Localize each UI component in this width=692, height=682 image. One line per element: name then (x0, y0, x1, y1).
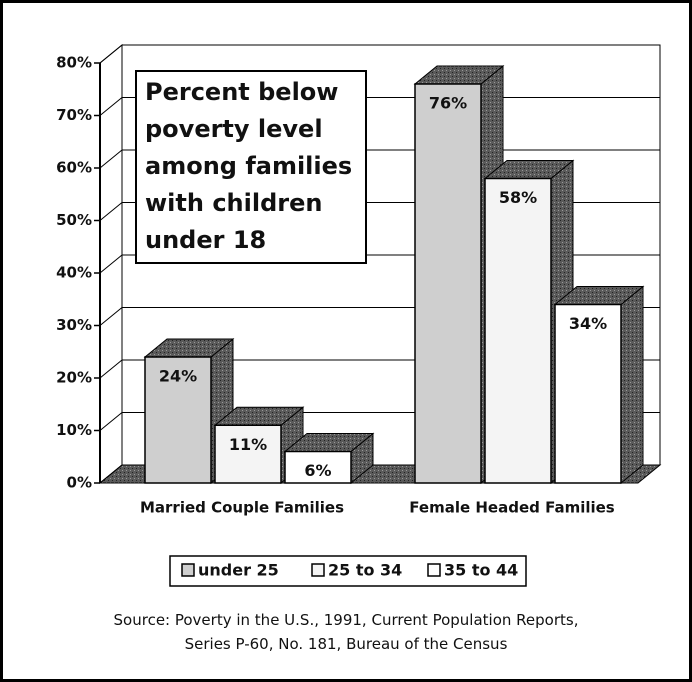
bar (554, 303, 622, 484)
y-tick-label: 80% (56, 54, 92, 72)
x-tick-label: Married Couple Families (140, 499, 344, 517)
y-tick-label: 60% (56, 159, 92, 177)
grid-line (99, 307, 123, 326)
bar (144, 356, 212, 484)
legend-swatch (311, 563, 325, 577)
grid-line (99, 44, 123, 64)
source-box: Source: Poverty in the U.S., 1991, Curre… (113, 611, 579, 653)
y-tick-label: 20% (56, 369, 92, 387)
bar (214, 424, 282, 484)
value-label: 11% (229, 435, 267, 454)
legend-box (169, 555, 527, 587)
bars: 24% 11% 6% 76% 58% 34% (143, 64, 645, 485)
value-label: 24% (159, 367, 197, 386)
source: Source: Poverty in the U.S., 1991, Curre… (113, 611, 579, 653)
x-tick-label: Female Headed Families (409, 499, 615, 517)
grid-line (99, 202, 123, 221)
grid-line (99, 359, 123, 379)
grid-line (99, 254, 123, 274)
legend-label: 35 to 44 (444, 561, 518, 580)
bar (414, 83, 482, 484)
value-label: 6% (304, 461, 331, 480)
value-label: 58% (499, 188, 537, 207)
legend-label: under 25 (198, 561, 279, 580)
grid-line (99, 97, 123, 116)
chart-title: Percent below poverty level among famili… (135, 70, 367, 264)
legend-swatch (181, 563, 195, 577)
legend-swatch (427, 563, 441, 577)
y-tick-label: 70% (56, 106, 92, 124)
value-label: 76% (429, 94, 467, 113)
title-box: Percent below poverty level among famili… (135, 70, 367, 264)
bar-side (620, 285, 644, 485)
y-tick-label: 30% (56, 316, 92, 334)
y-tick-label: 10% (56, 421, 92, 439)
y-tick-label: 40% (56, 264, 92, 282)
legend-label: 25 to 34 (328, 561, 402, 580)
legend: under 25 25 to 34 35 to 44 (181, 561, 518, 580)
grid-line (99, 464, 123, 484)
y-tick-label: 0% (67, 474, 92, 492)
bar (284, 450, 352, 484)
grid-line (99, 149, 123, 169)
bar (484, 177, 552, 484)
value-label: 34% (569, 314, 607, 333)
grid-line (99, 412, 123, 431)
y-tick-label: 50% (56, 211, 92, 229)
